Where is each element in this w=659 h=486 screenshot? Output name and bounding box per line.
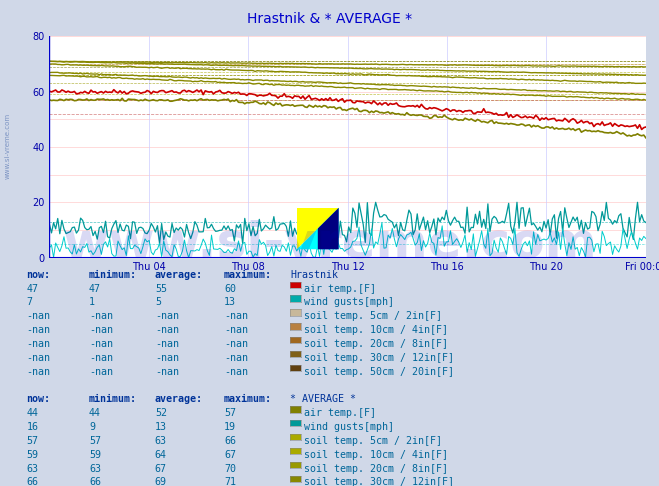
Text: 16: 16 xyxy=(26,422,38,432)
Text: 1: 1 xyxy=(89,297,95,308)
Text: 9: 9 xyxy=(89,422,95,432)
Text: 19: 19 xyxy=(224,422,236,432)
Text: Hrastnik: Hrastnik xyxy=(290,270,338,280)
Text: minimum:: minimum: xyxy=(89,395,137,404)
Text: -nan: -nan xyxy=(89,353,113,363)
Text: 60: 60 xyxy=(224,284,236,294)
Text: 63: 63 xyxy=(89,464,101,474)
Text: minimum:: minimum: xyxy=(89,270,137,280)
Text: soil temp. 20cm / 8in[F]: soil temp. 20cm / 8in[F] xyxy=(304,339,449,349)
Text: 59: 59 xyxy=(89,450,101,460)
Text: www.si-vreme.com: www.si-vreme.com xyxy=(62,219,597,267)
Text: 57: 57 xyxy=(89,436,101,446)
Text: soil temp. 10cm / 4in[F]: soil temp. 10cm / 4in[F] xyxy=(304,450,449,460)
Text: -nan: -nan xyxy=(224,339,248,349)
Text: 47: 47 xyxy=(89,284,101,294)
Text: soil temp. 30cm / 12in[F]: soil temp. 30cm / 12in[F] xyxy=(304,477,455,486)
Text: -nan: -nan xyxy=(89,325,113,335)
Text: Hrastnik & * AVERAGE *: Hrastnik & * AVERAGE * xyxy=(247,12,412,26)
Text: wind gusts[mph]: wind gusts[mph] xyxy=(304,297,395,308)
Text: -nan: -nan xyxy=(155,353,179,363)
Text: soil temp. 10cm / 4in[F]: soil temp. 10cm / 4in[F] xyxy=(304,325,449,335)
Text: 63: 63 xyxy=(26,464,38,474)
Text: maximum:: maximum: xyxy=(224,270,272,280)
Text: soil temp. 5cm / 2in[F]: soil temp. 5cm / 2in[F] xyxy=(304,312,442,321)
Text: 47: 47 xyxy=(26,284,38,294)
Text: 13: 13 xyxy=(155,422,167,432)
Text: 66: 66 xyxy=(224,436,236,446)
Text: * AVERAGE *: * AVERAGE * xyxy=(290,395,356,404)
Polygon shape xyxy=(318,208,339,249)
Text: 5: 5 xyxy=(155,297,161,308)
Text: maximum:: maximum: xyxy=(224,395,272,404)
Text: 55: 55 xyxy=(155,284,167,294)
Text: air temp.[F]: air temp.[F] xyxy=(304,284,376,294)
Text: -nan: -nan xyxy=(26,339,50,349)
Text: 70: 70 xyxy=(224,464,236,474)
Text: 66: 66 xyxy=(89,477,101,486)
Text: -nan: -nan xyxy=(224,353,248,363)
Text: now:: now: xyxy=(26,270,50,280)
Text: 57: 57 xyxy=(26,436,38,446)
Text: 44: 44 xyxy=(89,408,101,418)
Text: soil temp. 5cm / 2in[F]: soil temp. 5cm / 2in[F] xyxy=(304,436,442,446)
Text: -nan: -nan xyxy=(26,325,50,335)
Text: 67: 67 xyxy=(155,464,167,474)
Text: 7: 7 xyxy=(26,297,32,308)
Text: average:: average: xyxy=(155,270,203,280)
Text: -nan: -nan xyxy=(224,325,248,335)
Polygon shape xyxy=(297,208,339,249)
Text: -nan: -nan xyxy=(155,312,179,321)
Text: 52: 52 xyxy=(155,408,167,418)
Text: 57: 57 xyxy=(224,408,236,418)
Text: -nan: -nan xyxy=(89,339,113,349)
Text: 66: 66 xyxy=(26,477,38,486)
Text: -nan: -nan xyxy=(89,312,113,321)
Text: -nan: -nan xyxy=(26,312,50,321)
Text: -nan: -nan xyxy=(89,366,113,377)
Text: wind gusts[mph]: wind gusts[mph] xyxy=(304,422,395,432)
Text: 67: 67 xyxy=(224,450,236,460)
Text: soil temp. 50cm / 20in[F]: soil temp. 50cm / 20in[F] xyxy=(304,366,455,377)
Text: average:: average: xyxy=(155,395,203,404)
Text: soil temp. 20cm / 8in[F]: soil temp. 20cm / 8in[F] xyxy=(304,464,449,474)
Text: 63: 63 xyxy=(155,436,167,446)
Text: 44: 44 xyxy=(26,408,38,418)
Text: 64: 64 xyxy=(155,450,167,460)
Text: 59: 59 xyxy=(26,450,38,460)
Text: -nan: -nan xyxy=(224,312,248,321)
Polygon shape xyxy=(297,208,339,249)
Text: 71: 71 xyxy=(224,477,236,486)
Text: -nan: -nan xyxy=(155,325,179,335)
Text: 13: 13 xyxy=(224,297,236,308)
Text: -nan: -nan xyxy=(26,353,50,363)
Text: air temp.[F]: air temp.[F] xyxy=(304,408,376,418)
Text: -nan: -nan xyxy=(155,366,179,377)
Text: soil temp. 30cm / 12in[F]: soil temp. 30cm / 12in[F] xyxy=(304,353,455,363)
Text: -nan: -nan xyxy=(155,339,179,349)
Text: -nan: -nan xyxy=(224,366,248,377)
Text: -nan: -nan xyxy=(26,366,50,377)
Text: 69: 69 xyxy=(155,477,167,486)
Text: www.si-vreme.com: www.si-vreme.com xyxy=(5,113,11,179)
Text: now:: now: xyxy=(26,395,50,404)
